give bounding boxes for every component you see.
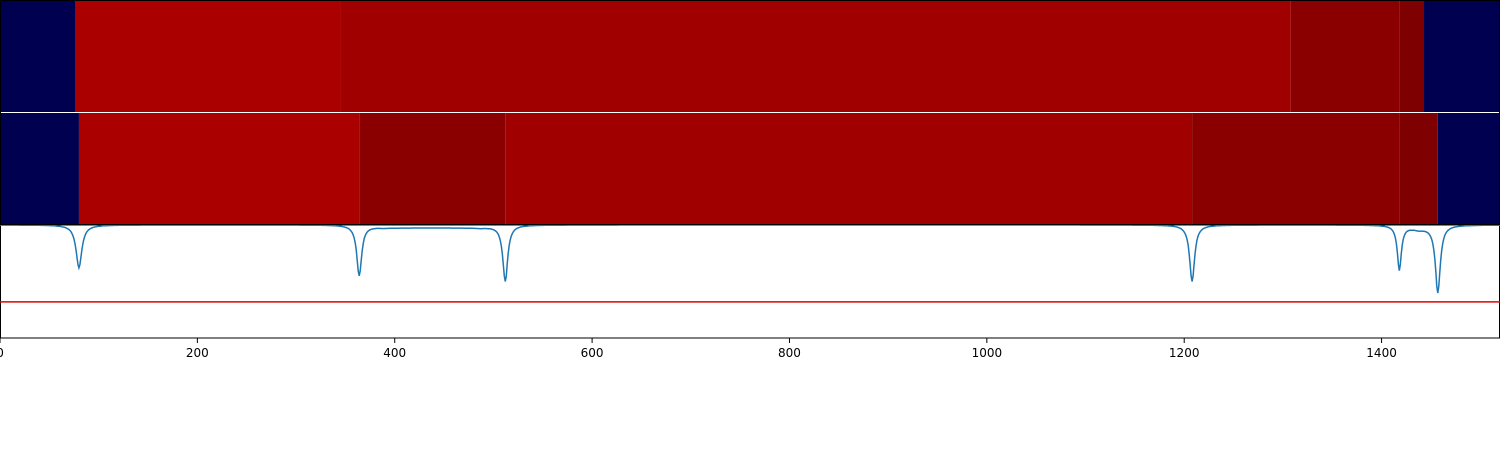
heatmap-row-2-segment-5: [1399, 113, 1438, 225]
x-tick-label-600: 600: [581, 346, 604, 360]
plot-frame: [0, 224, 1500, 339]
heatmap-row-2-segment-4: [1192, 113, 1400, 225]
heatmap-row-1-segment-3: [1290, 0, 1400, 112]
x-tick-label-1400: 1400: [1366, 346, 1397, 360]
x-tick-label-800: 800: [778, 346, 801, 360]
heatmap-row-2: [0, 113, 1500, 225]
heatmap-row-1: [0, 0, 1500, 112]
x-axis: 0 200 400 600 800 1000 1200 1400: [0, 338, 1397, 360]
x-tick-label-400: 400: [383, 346, 406, 360]
heatmap-row-1-segment-1: [75, 0, 341, 112]
x-tick-label-0: 0: [0, 346, 4, 360]
heatmap-row-2-segment-0: [0, 113, 79, 225]
heatmap-row-2-segment-6: [1437, 113, 1500, 225]
heatmap-row-2-segment-2: [359, 113, 506, 225]
heatmap-row-2-segment-3: [505, 113, 1193, 225]
x-tick-label-1200: 1200: [1169, 346, 1200, 360]
heatmap-row-1-segment-5: [1424, 0, 1500, 112]
line-plot-panel: [0, 224, 1500, 339]
heatmap-row-1-segment-4: [1399, 0, 1425, 112]
heatmap-row-2-segment-1: [78, 113, 360, 225]
heatmap-row-1-segment-2: [340, 0, 1291, 112]
x-tick-label-1000: 1000: [972, 346, 1003, 360]
heatmap-row-1-segment-0: [0, 0, 75, 112]
x-tick-label-200: 200: [186, 346, 209, 360]
